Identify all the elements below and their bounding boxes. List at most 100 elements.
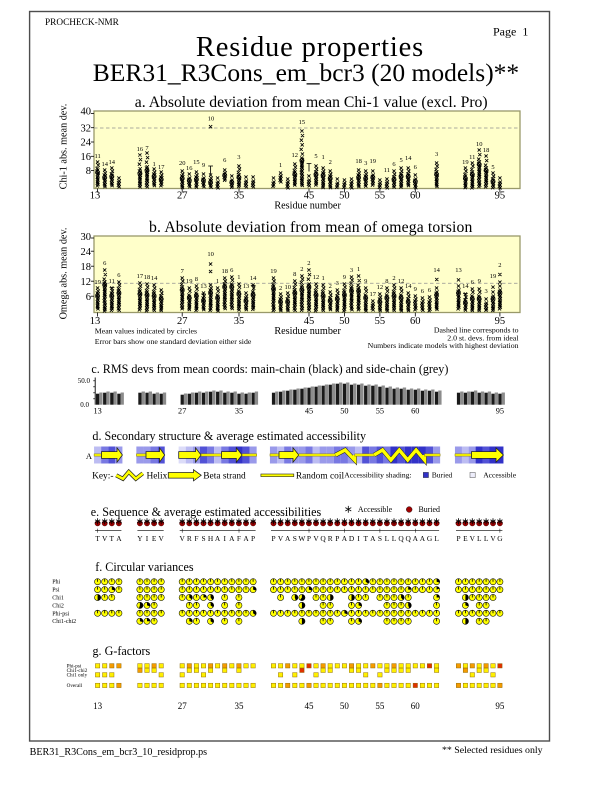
svg-text:Numbers indicate models with h: Numbers indicate models with highest dev… [368,341,519,350]
svg-text:Chi1-chi2: Chi1-chi2 [52,619,76,625]
svg-text:2: 2 [307,260,310,267]
svg-text:27: 27 [177,316,188,327]
svg-text:13: 13 [243,283,250,290]
svg-text:15: 15 [193,159,200,166]
svg-text:A: A [342,534,348,543]
svg-text:14: 14 [462,283,469,290]
svg-text:7: 7 [181,268,185,275]
svg-text:R: R [328,534,333,543]
svg-text:F: F [237,534,241,543]
svg-text:V: V [313,534,319,543]
svg-text:32: 32 [81,123,92,134]
svg-text:** Selected residues only: ** Selected residues only [442,745,543,756]
svg-text:A: A [215,534,221,543]
svg-text:L: L [385,534,390,543]
svg-text:11: 11 [384,167,390,174]
svg-text:19: 19 [186,278,193,285]
svg-text:f. Circular variances: f. Circular variances [95,560,194,574]
svg-text:60: 60 [411,407,419,416]
svg-text:3: 3 [435,151,438,158]
svg-text:Helix: Helix [147,471,168,481]
svg-text:95: 95 [495,316,506,327]
svg-text:A: A [229,534,235,543]
svg-text:9: 9 [343,274,346,281]
svg-text:G: G [497,534,503,543]
svg-text:e. Sequence & average estimate: e. Sequence & average estimated accessib… [91,505,322,519]
svg-text:A: A [370,534,376,543]
svg-text:45: 45 [305,407,313,416]
svg-text:55: 55 [375,701,385,711]
svg-text:P: P [335,534,339,543]
svg-text:30: 30 [81,232,92,243]
svg-text:45: 45 [305,701,315,711]
svg-text:17: 17 [370,291,377,298]
svg-text:Overall: Overall [67,683,83,689]
svg-text:12: 12 [377,284,384,291]
svg-text:S: S [378,534,382,543]
svg-text:6: 6 [414,164,418,171]
svg-text:2: 2 [279,285,282,292]
svg-text:Accessible: Accessible [358,505,393,514]
svg-text:2: 2 [300,266,303,273]
svg-text:13: 13 [93,701,103,711]
svg-text:Accessible: Accessible [483,470,517,479]
svg-text:L: L [392,534,397,543]
svg-text:13: 13 [93,407,101,416]
svg-text:E: E [152,534,157,543]
svg-text:55: 55 [376,407,384,416]
svg-text:BER31_R3Cons_em_bcr3 (20 model: BER31_R3Cons_em_bcr3 (20 models)** [93,58,519,87]
svg-text:50: 50 [340,407,348,416]
svg-text:P: P [456,534,460,543]
svg-text:Residue number: Residue number [274,326,341,337]
svg-text:2.0 st. devs. from ideal: 2.0 st. devs. from ideal [447,333,519,342]
svg-text:11: 11 [469,154,475,161]
svg-text:W: W [298,534,305,543]
svg-text:6: 6 [223,157,227,164]
svg-text:16: 16 [186,165,193,172]
svg-text:14: 14 [101,161,108,168]
svg-text:18: 18 [483,147,490,154]
svg-text:Omega abs. mean dev.: Omega abs. mean dev. [59,228,70,320]
svg-text:Beta strand: Beta strand [203,471,246,481]
svg-text:6: 6 [86,292,91,303]
svg-text:16: 16 [137,146,144,153]
svg-text:Buried: Buried [432,470,453,479]
svg-text:20: 20 [179,160,186,167]
svg-text:15: 15 [299,119,306,126]
svg-text:Phi: Phi [52,580,60,586]
svg-text:V: V [470,534,476,543]
svg-text:Psi: Psi [52,588,60,594]
svg-text:Chi1-chi2: Chi1-chi2 [67,668,88,674]
svg-text:Dashed line corresponds to: Dashed line corresponds to [434,326,519,335]
svg-text:8: 8 [385,278,388,285]
svg-text:14: 14 [405,283,412,290]
svg-text:5: 5 [399,157,402,164]
svg-text:50: 50 [340,701,350,711]
svg-text:I: I [357,534,360,543]
svg-text:24: 24 [81,247,92,258]
svg-text:A: A [116,534,122,543]
svg-text:BER31_R3Cons_em_bcr3_10_residp: BER31_R3Cons_em_bcr3_10_residprop.ps [30,747,208,758]
svg-text:1: 1 [357,266,360,273]
svg-text:13: 13 [455,267,462,274]
svg-text:14: 14 [433,267,440,274]
svg-text:19: 19 [270,268,277,275]
svg-text:0.0: 0.0 [80,401,89,409]
svg-text:40: 40 [81,107,92,118]
svg-text:50: 50 [339,191,350,202]
svg-text:9: 9 [478,278,481,285]
svg-text:12: 12 [313,274,320,281]
svg-text:g. G-factors: g. G-factors [93,644,151,658]
svg-text:18: 18 [221,268,228,275]
svg-text:A: A [243,534,249,543]
svg-text:45: 45 [304,316,315,327]
svg-text:Page 1: Page 1 [493,25,528,39]
svg-text:T: T [110,534,115,543]
svg-text:b. Absolute deviation from mea: b. Absolute deviation from mean of omega… [149,219,473,236]
svg-text:45: 45 [304,191,315,202]
svg-text:V: V [490,534,496,543]
svg-text:35: 35 [234,191,245,202]
svg-text:14: 14 [109,159,116,166]
svg-text:1: 1 [216,278,219,285]
svg-text:13: 13 [90,316,101,327]
